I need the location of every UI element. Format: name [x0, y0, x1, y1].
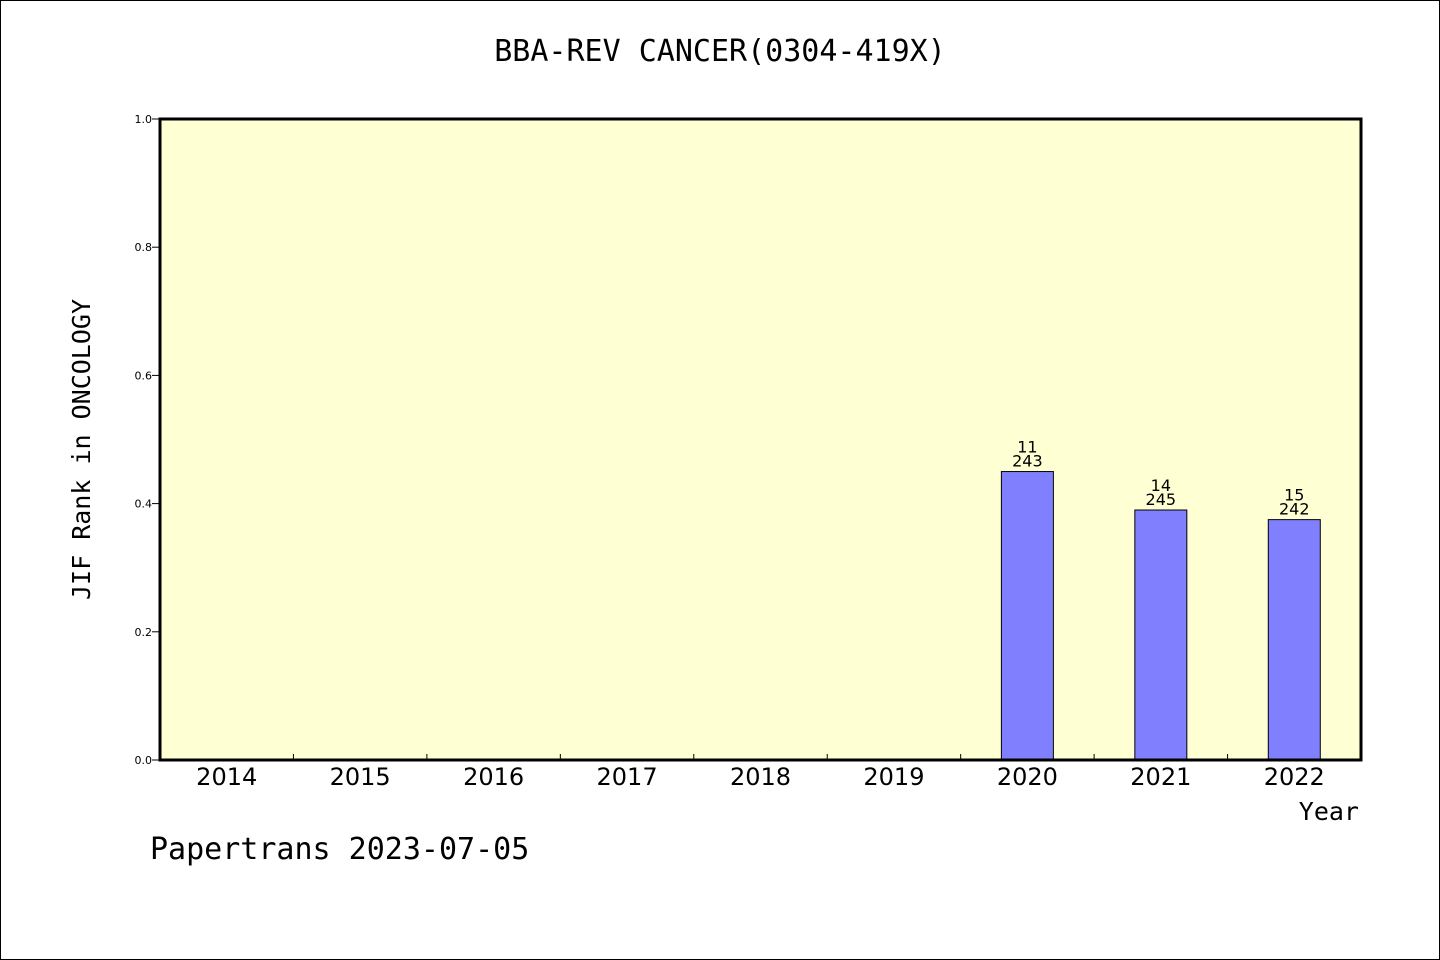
x-tick-label-2016: 2016 [463, 763, 524, 791]
y-tick-label: 1.0 [135, 113, 153, 126]
bar-label-total-2020: 243 [1012, 452, 1043, 471]
y-tick-label: 0.4 [135, 498, 153, 511]
y-tick-label: 0.8 [135, 241, 153, 254]
y-tick-label: 0.0 [135, 754, 153, 767]
x-axis-label: Year [1299, 797, 1359, 826]
bar-2022 [1267, 519, 1321, 761]
y-tick-label: 0.2 [135, 626, 153, 639]
bar-label-total-2021: 245 [1146, 490, 1177, 509]
x-tick-label-2017: 2017 [597, 763, 658, 791]
y-tick-label: 0.6 [135, 369, 153, 382]
bar-label-rank-2020: 11 [1017, 438, 1037, 457]
bar-2021 [1134, 509, 1188, 761]
x-tick-label-2020: 2020 [997, 763, 1058, 791]
footer-note: Papertrans 2023-07-05 [150, 832, 530, 867]
x-tick-label-2018: 2018 [730, 763, 791, 791]
x-tick-label-2021: 2021 [1130, 763, 1191, 791]
y-axis-label: JIF Rank in ONCOLOGY [67, 299, 96, 600]
bar-label-total-2022: 242 [1279, 500, 1310, 519]
bar-label-rank-2022: 15 [1284, 486, 1304, 505]
x-tick-label-2019: 2019 [863, 763, 924, 791]
bar-2020 [1000, 471, 1054, 761]
x-tick-label-2014: 2014 [196, 763, 257, 791]
x-tick-label-2015: 2015 [330, 763, 391, 791]
x-tick-label-2022: 2022 [1264, 763, 1325, 791]
plot-border [158, 117, 1363, 762]
chart-title: BBA-REV CANCER(0304-419X) [494, 34, 946, 69]
bar-label-rank-2021: 14 [1151, 476, 1171, 495]
